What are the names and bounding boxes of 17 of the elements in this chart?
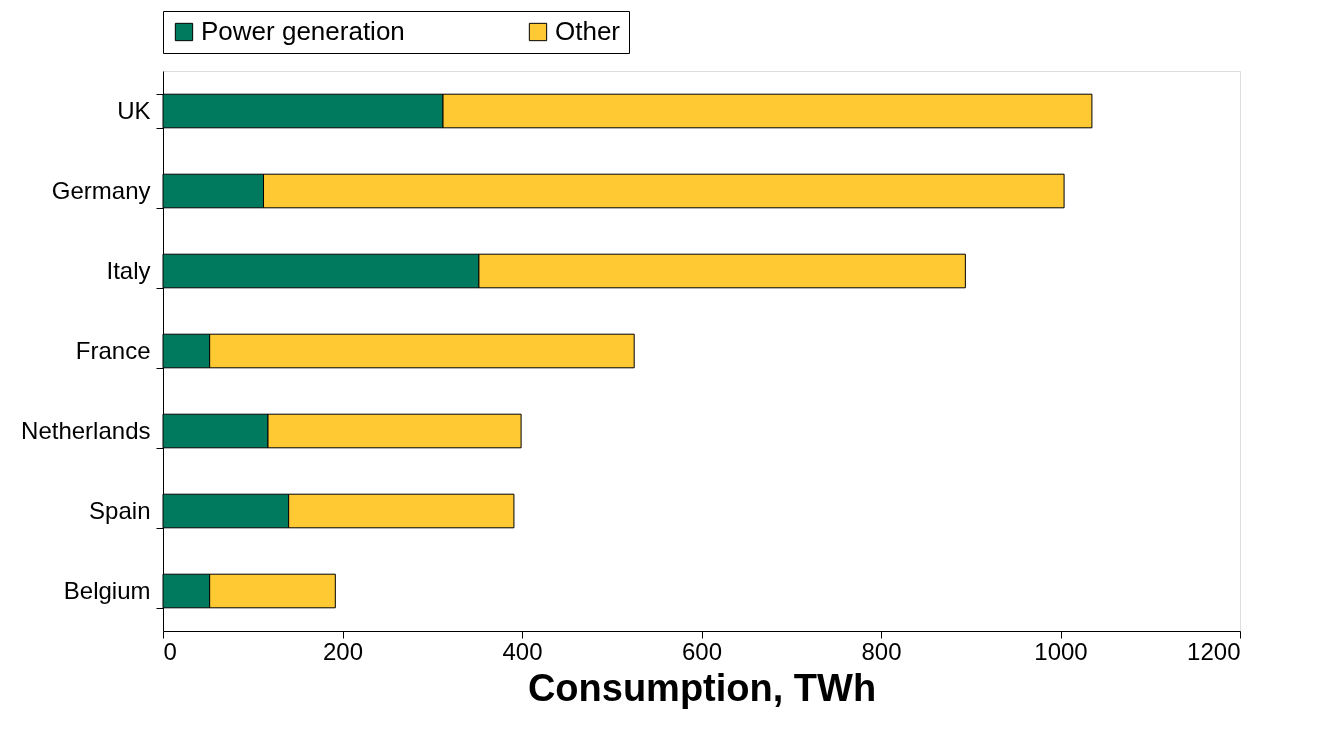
legend-label: Power generation	[201, 16, 405, 46]
x-tick-label: 1200	[1187, 637, 1241, 665]
x-tick-label: 0	[163, 637, 177, 665]
x-tick-label: 600	[681, 637, 723, 665]
x-tick-label: 200	[322, 637, 364, 665]
y-tick-label: Netherlands	[21, 416, 151, 444]
x-tick-label: 1000	[1034, 637, 1088, 665]
y-tick-label: Spain	[89, 496, 151, 524]
x-tick-label: 800	[861, 637, 902, 665]
y-tick-label: UK	[117, 96, 151, 124]
y-tick-label: Belgium	[63, 576, 151, 604]
y-tick-label: Germany	[51, 176, 151, 204]
legend-label: Other	[555, 16, 621, 46]
y-tick-label: Italy	[106, 256, 151, 284]
x-axis-title: Consumption, TWh	[527, 666, 877, 709]
y-tick-label: France	[75, 336, 151, 364]
x-tick-label: 400	[502, 637, 543, 665]
